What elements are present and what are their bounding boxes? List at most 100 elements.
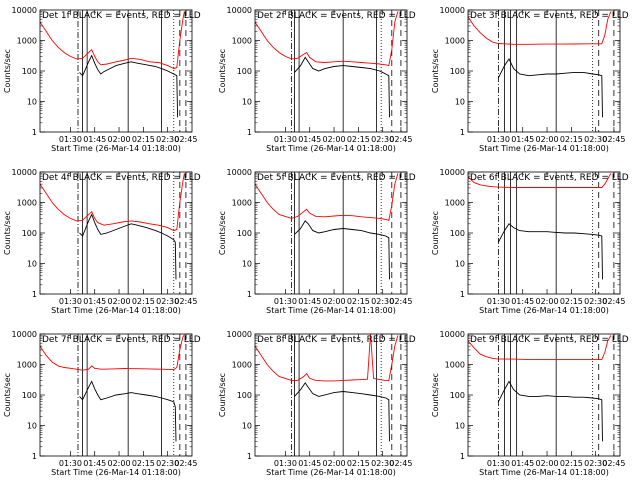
- detector-panel-7: 1 10 100 1000 10000 01:30 01:45 02:00 02:15 02:30…: [3, 330, 201, 477]
- y-tick-label: 10000: [440, 168, 465, 177]
- x-tick-label: 02:15: [132, 135, 155, 144]
- y-tick-label: 1: [32, 128, 37, 137]
- y-tick-label: 1000: [445, 199, 465, 208]
- x-tick-label: 02:15: [132, 297, 155, 306]
- events-series-line: [294, 382, 390, 442]
- x-tick-label: 02:45: [602, 135, 625, 144]
- x-axis-label: Start Time (26-Mar-14 01:18:00): [266, 468, 396, 477]
- x-tick-label: 02:15: [560, 297, 583, 306]
- y-tick-label: 1: [247, 128, 252, 137]
- y-axis-label: Counts/sec: [3, 49, 12, 93]
- x-tick-label: 02:45: [602, 297, 625, 306]
- y-axis-label: Counts/sec: [218, 49, 227, 93]
- x-tick-label: 02:45: [602, 459, 625, 468]
- lld-series-line: [255, 173, 399, 221]
- y-tick-label: 10000: [227, 6, 252, 15]
- panel-title: Det 4f BLACK = Events, RED = LLD: [42, 173, 201, 183]
- lld-series-line: [468, 173, 612, 188]
- x-tick-label: 01:30: [59, 297, 82, 306]
- y-tick-label: 1: [32, 290, 37, 299]
- panel-title: Det 1f BLACK = Events, RED = LLD: [42, 11, 201, 21]
- detector-panel-9: 1 10 100 1000 10000 01:30 01:45 02:00 02:15 02:30…: [431, 330, 629, 477]
- y-axis-label: Counts/sec: [431, 373, 440, 417]
- x-tick-label: 01:30: [487, 135, 510, 144]
- x-tick-label: 02:15: [132, 459, 155, 468]
- x-tick-label: 02:00: [536, 459, 559, 468]
- y-tick-label: 1: [247, 452, 252, 461]
- x-tick-label: 01:45: [298, 135, 321, 144]
- x-tick-label: 01:45: [83, 135, 106, 144]
- events-series-line: [79, 213, 177, 280]
- x-tick-label: 02:30: [156, 297, 179, 306]
- y-tick-label: 100: [450, 391, 465, 400]
- y-tick-label: 10: [455, 260, 465, 269]
- y-axis-label: Counts/sec: [218, 373, 227, 417]
- y-tick-label: 10: [455, 98, 465, 107]
- y-tick-label: 10000: [227, 330, 252, 339]
- x-tick-label: 02:45: [174, 135, 197, 144]
- y-tick-label: 10: [27, 98, 37, 107]
- lld-series-line: [468, 335, 612, 361]
- y-tick-label: 10000: [12, 6, 37, 15]
- y-tick-label: 10: [27, 422, 37, 431]
- lld-series-line: [40, 334, 185, 371]
- y-axis-label: Counts/sec: [431, 49, 440, 93]
- x-axis-label: Start Time (26-Mar-14 01:18:00): [479, 144, 609, 153]
- y-tick-label: 10000: [440, 330, 465, 339]
- x-axis-label: Start Time (26-Mar-14 01:18:00): [51, 144, 181, 153]
- panel-title: Det 2f BLACK = Events, RED = LLD: [257, 11, 416, 21]
- y-tick-label: 100: [237, 229, 252, 238]
- y-tick-label: 100: [22, 229, 37, 238]
- panel-title: Det 7f BLACK = Events, RED = LLD: [42, 335, 201, 345]
- x-tick-label: 02:30: [371, 459, 394, 468]
- detector-panel-6: 1 10 100 1000 10000 01:30 01:45 02:00 02:15 02:30…: [431, 168, 629, 315]
- y-tick-label: 10000: [12, 330, 37, 339]
- detector-panel-5: 1 10 100 1000 10000 01:30 01:45 02:00 02:15 02:30…: [218, 168, 416, 315]
- y-tick-label: 10: [455, 422, 465, 431]
- y-axis-label: Counts/sec: [218, 211, 227, 255]
- y-tick-label: 1000: [232, 199, 252, 208]
- x-tick-label: 01:30: [59, 135, 82, 144]
- x-tick-label: 01:45: [83, 459, 106, 468]
- y-tick-label: 1: [460, 290, 465, 299]
- x-tick-label: 02:15: [560, 459, 583, 468]
- events-series-line: [497, 57, 603, 118]
- lld-series-line: [468, 11, 612, 45]
- detector-panel-3: 1 10 100 1000 10000 01:30 01:45 02:00 02:15 02:30…: [431, 6, 629, 153]
- plot-frame: [39, 171, 193, 295]
- x-tick-label: 02:00: [536, 297, 559, 306]
- x-tick-label: 02:00: [323, 459, 346, 468]
- y-tick-label: 1000: [17, 199, 37, 208]
- plot-frame: [467, 9, 621, 133]
- y-axis-label: Counts/sec: [3, 211, 12, 255]
- x-tick-label: 02:00: [323, 135, 346, 144]
- x-tick-label: 02:30: [584, 297, 607, 306]
- panel-title: Det 6f BLACK = Events, RED = LLD: [470, 173, 629, 183]
- detector-panel-1: 1 10 100 1000 10000 01:30 01:45 02:00 02:15 02:30…: [3, 6, 201, 153]
- y-tick-label: 1000: [445, 361, 465, 370]
- x-tick-label: 01:30: [274, 459, 297, 468]
- plot-frame: [254, 171, 408, 295]
- y-tick-label: 1: [460, 452, 465, 461]
- x-axis-label: Start Time (26-Mar-14 01:18:00): [51, 306, 181, 315]
- y-tick-label: 100: [450, 229, 465, 238]
- x-tick-label: 02:30: [584, 459, 607, 468]
- plot-frame: [467, 171, 621, 295]
- x-tick-label: 01:45: [511, 459, 534, 468]
- x-axis-label: Start Time (26-Mar-14 01:18:00): [51, 468, 181, 477]
- x-tick-label: 01:30: [274, 297, 297, 306]
- panel-title: Det 3f BLACK = Events, RED = LLD: [470, 11, 629, 21]
- y-tick-label: 1000: [17, 361, 37, 370]
- events-series-line: [79, 54, 179, 118]
- y-tick-label: 10000: [12, 168, 37, 177]
- x-tick-label: 02:00: [108, 459, 131, 468]
- x-tick-label: 01:30: [487, 297, 510, 306]
- y-tick-label: 100: [450, 67, 465, 76]
- x-tick-label: 01:45: [298, 297, 321, 306]
- x-tick-label: 01:45: [298, 459, 321, 468]
- x-tick-label: 02:15: [560, 135, 583, 144]
- y-tick-label: 1: [247, 290, 252, 299]
- y-tick-label: 100: [22, 391, 37, 400]
- y-axis-label: Counts/sec: [431, 211, 440, 255]
